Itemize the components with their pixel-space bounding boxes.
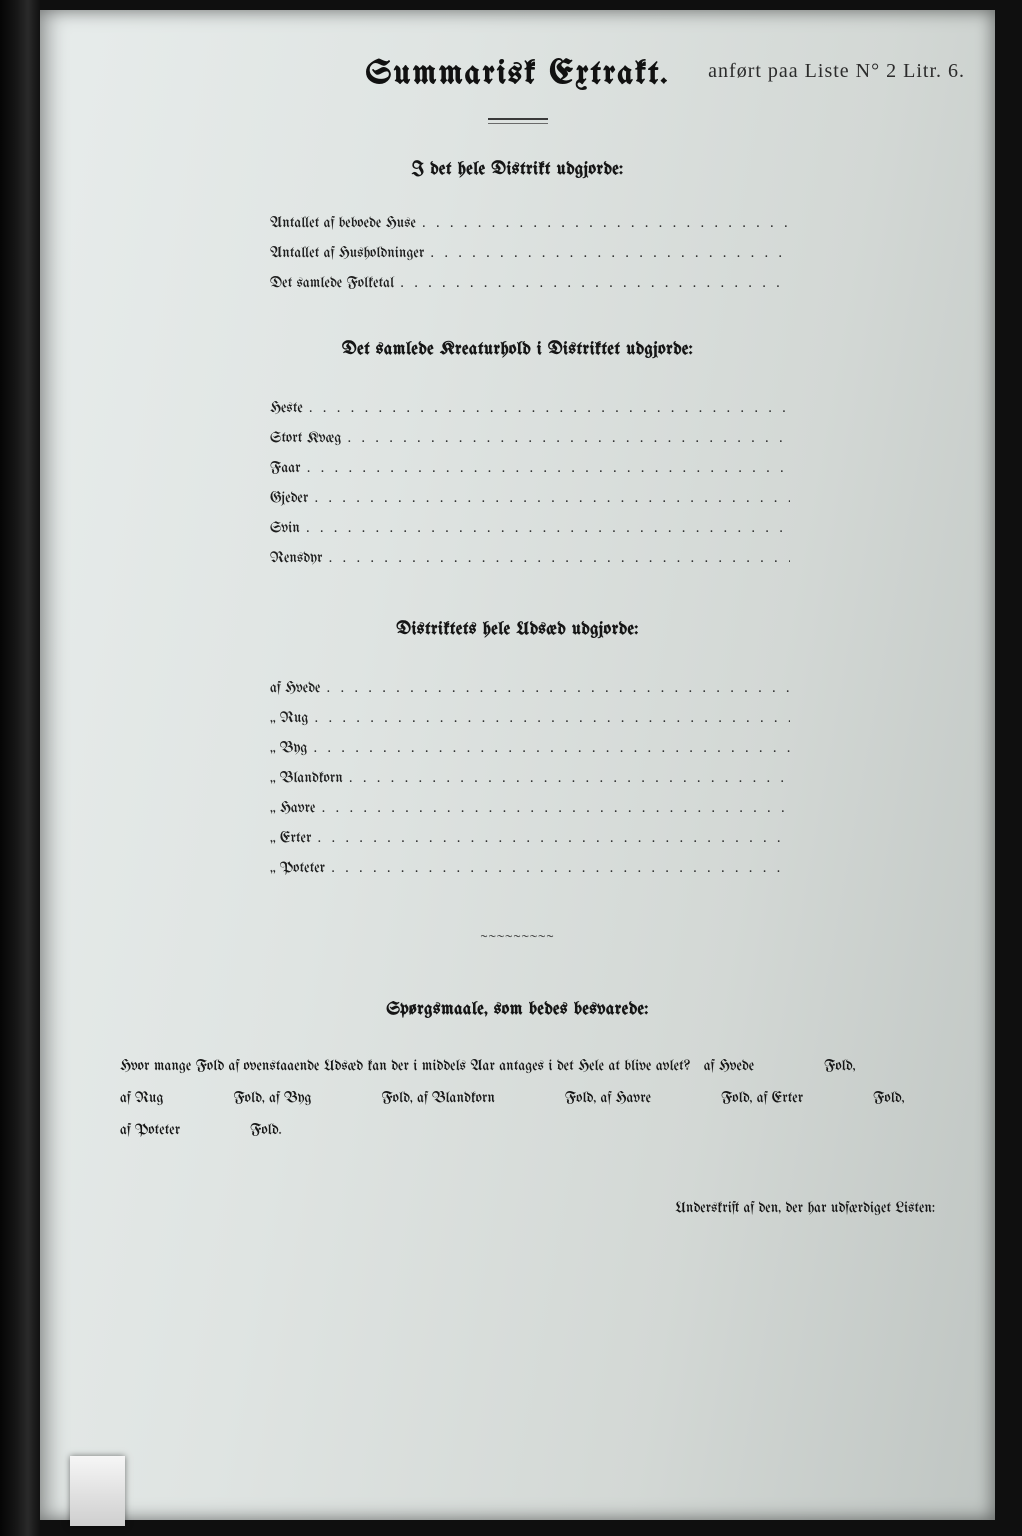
section1-heading: I det hele Distrikt udgjorde: [40, 160, 995, 179]
section2-heading: Det samlede Kreaturhold i Distriktet udg… [40, 340, 995, 359]
book-binding [0, 0, 40, 1536]
list-item: Hvede [270, 680, 790, 710]
section3-heading: Distriktets hele Udsæd udgjorde: [40, 620, 995, 639]
scanner-slip [70, 1456, 125, 1526]
question-lead: Hvor mange Fold af ovenstaaende Udsæd ka… [120, 1058, 691, 1074]
list-item: Heste [270, 400, 790, 430]
list-item: Erter [270, 830, 790, 860]
scan-frame: Summarisk Extrakt. anført paa Liste N° 2… [0, 0, 1022, 1536]
list-item: Det samlede Folketal [270, 275, 790, 305]
list-item: Blandkorn [270, 770, 790, 800]
document-page: Summarisk Extrakt. anført paa Liste N° 2… [40, 10, 995, 1520]
question-paragraph: Hvor mange Fold af ovenstaaende Udsæd ka… [120, 1050, 955, 1146]
list-item: Byg [270, 740, 790, 770]
list-item: Gjeder [270, 490, 790, 520]
leader-dots [430, 246, 790, 263]
list-item: Antallet af beboede Huse [270, 215, 790, 245]
section4-heading: Spørgsmaale, som bedes besvarede: [40, 1000, 995, 1019]
list-item: Havre [270, 800, 790, 830]
list-item: Poteter [270, 860, 790, 890]
section3-block: Hvede Rug Byg Blandkorn Havre Erter Pote… [270, 680, 790, 890]
list-item: Antallet af Husholdninger [270, 245, 790, 275]
list-item: Rensdyr [270, 550, 790, 580]
title-rule [488, 118, 548, 124]
list-item: Rug [270, 710, 790, 740]
handwritten-annotation: anført paa Liste N° 2 Litr. 6. [708, 60, 965, 83]
section1-block: Antallet af beboede Huse Antallet af Hus… [270, 215, 790, 305]
list-item: Stort Kvæg [270, 430, 790, 460]
section2-block: Heste Stort Kvæg Faar Gjeder Svin Rensdy… [270, 400, 790, 580]
list-item: Svin [270, 520, 790, 550]
leader-dots [400, 276, 790, 293]
signature-label: Underskrift af den, der har udfærdiget L… [675, 1200, 935, 1216]
list-item: Faar [270, 460, 790, 490]
leader-dots [422, 216, 790, 233]
separator-ornament: ~~~~~~~~~ [463, 930, 573, 938]
